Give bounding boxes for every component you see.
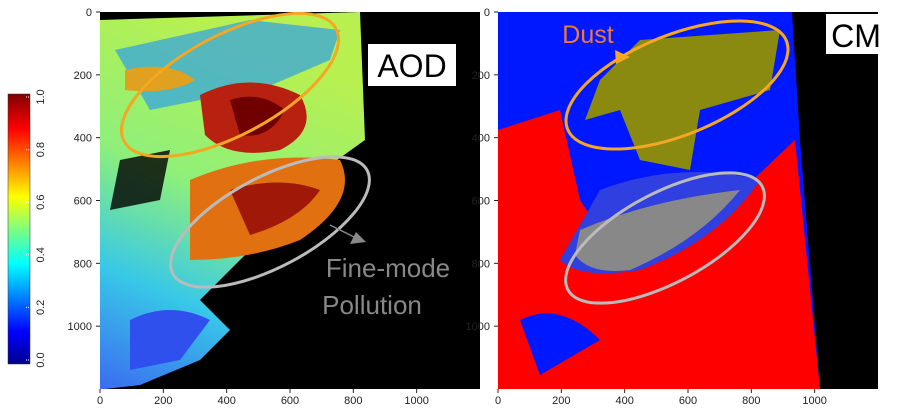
x-tick-label: 1000 [404,395,428,407]
colorbar-tick-label: 0.6 [35,195,47,210]
cm-image [498,12,878,389]
annotation: Fine-mode [326,253,450,283]
y-tick-label: 0 [484,7,490,19]
y-tick-label: 1000 [466,321,490,333]
panel-label: CM [831,18,881,54]
y-tick-label: 200 [74,70,92,82]
x-tick-label: 800 [742,395,760,407]
y-tick-label: 800 [74,258,92,270]
x-tick-label: 200 [552,395,570,407]
y-tick-label: 200 [472,70,490,82]
x-tick-label: 0 [97,395,103,407]
annotation: Dust [562,21,613,49]
y-tick-label: 600 [74,196,92,208]
colorbar-tick-label: 0.2 [35,300,47,315]
y-tick-label: 800 [472,258,490,270]
colorbar-tick-label: 1.0 [35,89,47,104]
y-tick-label: 1000 [68,321,92,333]
y-tick-label: 400 [472,133,490,145]
y-tick-label: 600 [472,196,490,208]
colorbar-tick-label: 0.4 [35,247,47,262]
annotation: Pollution [322,290,422,320]
x-tick-label: 600 [281,395,299,407]
colorbar [8,94,30,364]
x-tick-label: 400 [615,395,633,407]
panel-label: AOD [377,48,446,84]
y-tick-label: 400 [74,133,92,145]
x-tick-label: 400 [217,395,235,407]
colorbar-tick-label: 0.0 [35,352,47,367]
x-tick-label: 1000 [802,395,826,407]
colorbar-tick-label: 0.8 [35,142,47,157]
x-tick-label: 0 [495,395,501,407]
y-tick-label: 0 [86,7,92,19]
x-tick-label: 800 [344,395,362,407]
x-tick-label: 600 [679,395,697,407]
figure: AOD CM Fine-mode Pollution Dust 0 200 400 6… [0,0,902,408]
x-tick-label: 200 [154,395,172,407]
